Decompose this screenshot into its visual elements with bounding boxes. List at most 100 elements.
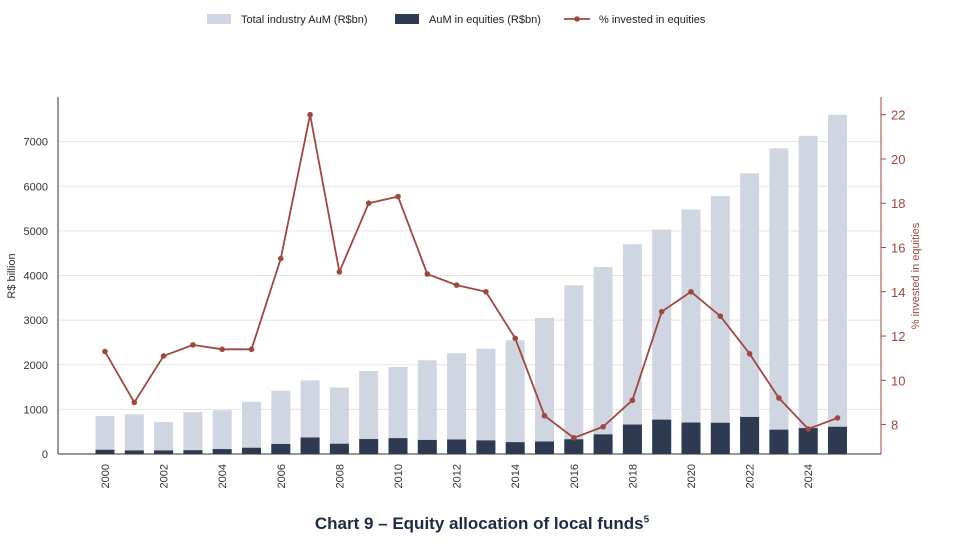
line-point [131, 399, 138, 406]
line-point [658, 308, 665, 315]
bar-total-aum [183, 412, 203, 454]
bar-total-aum [359, 370, 379, 454]
line-percent-equities [104, 114, 838, 439]
y-tick-label-right: 20 [891, 152, 905, 167]
line-point [483, 288, 489, 295]
y-tick-label-right: 14 [891, 285, 905, 300]
line-point [571, 435, 577, 441]
bar-equity-aum [652, 419, 672, 454]
bar-total-aum [740, 173, 760, 454]
bar-equity-aum [622, 424, 642, 454]
bar-total-aum [300, 380, 320, 454]
y-tick-label-right: 8 [891, 418, 898, 433]
y-tick-label-right: 22 [891, 108, 905, 123]
bar-equity-aum [124, 450, 144, 454]
bar-total-aum [505, 340, 525, 454]
bar-total-aum [154, 421, 174, 454]
y-tick-label-left: 5000 [24, 226, 48, 238]
axes: 0 1000 2000 3000 4000 5000 6000 7000 8 10 12 14 16 18… [24, 97, 905, 488]
bar-equity-aum [535, 441, 554, 454]
x-tick-label: 2022 [745, 464, 757, 488]
bar-equity-aum [769, 429, 789, 454]
line-point [365, 200, 372, 207]
line-point [776, 395, 782, 401]
bar-equity-aum [212, 449, 232, 454]
y-tick-label-right: 10 [891, 373, 905, 388]
caption-footnote: 5 [643, 514, 650, 526]
legend: Total industry AuM (R$bn) AuM in equities… [207, 14, 706, 26]
bar-equity-aum [740, 416, 760, 454]
legend-swatch-marker [574, 16, 580, 22]
bar-total-aum [681, 209, 701, 454]
total-aum-bars [95, 114, 847, 455]
x-tick-label: 2020 [686, 464, 698, 488]
line-point [424, 271, 431, 277]
bar-total-aum [769, 148, 789, 454]
legend-label-equity: AuM in equities (R$bn) [429, 14, 541, 26]
bar-total-aum [271, 390, 291, 454]
y-tick-label-left: 2000 [24, 360, 48, 372]
y-axis-label-left: R$ billion [6, 253, 18, 298]
bar-equity-aum [388, 438, 408, 454]
line-point [688, 288, 694, 295]
bar-total-aum [388, 366, 408, 454]
bar-total-aum [652, 229, 672, 454]
bar-total-aum [95, 416, 115, 454]
legend-label-total: Total industry AuM (R$bn) [241, 14, 368, 26]
x-tick-label: 2004 [217, 464, 229, 488]
bar-equity-aum [359, 439, 379, 454]
bar-total-aum [242, 401, 261, 454]
y-tick-label-left: 7000 [24, 137, 48, 149]
line-point [717, 313, 724, 319]
y-axis-label-right: % invested in equities [910, 222, 922, 329]
bar-equity-aum [417, 439, 437, 454]
percent-equities-line [102, 111, 841, 441]
y-tick-label-right: 16 [891, 241, 905, 256]
x-tick-label: 2002 [159, 464, 171, 488]
line-point [278, 255, 284, 262]
y-tick-label-left: 4000 [24, 271, 48, 283]
bar-equity-aum [681, 422, 701, 454]
line-point [160, 353, 167, 359]
bar-equity-aum [828, 426, 847, 454]
line-point [512, 335, 518, 342]
legend-swatch-equity [395, 14, 419, 24]
line-point [805, 426, 811, 432]
bar-total-aum [828, 114, 847, 454]
line-point [248, 346, 255, 353]
y-tick-label-right: 12 [891, 329, 905, 344]
gridlines [58, 141, 881, 410]
chart-caption: Chart 9 – Equity allocation of local fun… [0, 514, 964, 534]
bar-equity-aum [505, 442, 525, 454]
bar-equity-aum [564, 439, 584, 454]
bar-total-aum [798, 135, 818, 455]
legend-label-percent: % invested in equities [599, 14, 706, 26]
line-point [395, 193, 401, 200]
line-point [600, 423, 606, 430]
x-tick-label: 2000 [100, 464, 112, 488]
bar-equity-aum [710, 422, 730, 454]
x-tick-label: 2016 [569, 464, 581, 488]
x-tick-label: 2014 [510, 464, 522, 488]
y-tick-label-left: 3000 [24, 315, 48, 327]
x-tick-label: 2006 [276, 464, 288, 488]
bar-total-aum [622, 244, 642, 454]
y-tick-label-right: 18 [891, 196, 905, 211]
bar-equity-aum [242, 447, 261, 454]
bar-equity-aum [447, 439, 467, 454]
legend-swatch-total [207, 14, 231, 24]
bar-equity-aum [593, 434, 613, 454]
bar-equity-aum [300, 437, 320, 454]
bar-total-aum [535, 317, 554, 454]
bar-total-aum [329, 387, 349, 454]
bar-total-aum [447, 353, 467, 454]
y-tick-label-left: 0 [42, 449, 48, 461]
bar-equity-aum [476, 440, 496, 454]
bar-equity-aum [271, 443, 291, 454]
bar-total-aum [212, 410, 232, 454]
bar-total-aum [593, 267, 613, 454]
bar-total-aum [124, 414, 144, 454]
x-tick-label: 2008 [334, 464, 346, 488]
bar-equity-aum [798, 428, 818, 454]
